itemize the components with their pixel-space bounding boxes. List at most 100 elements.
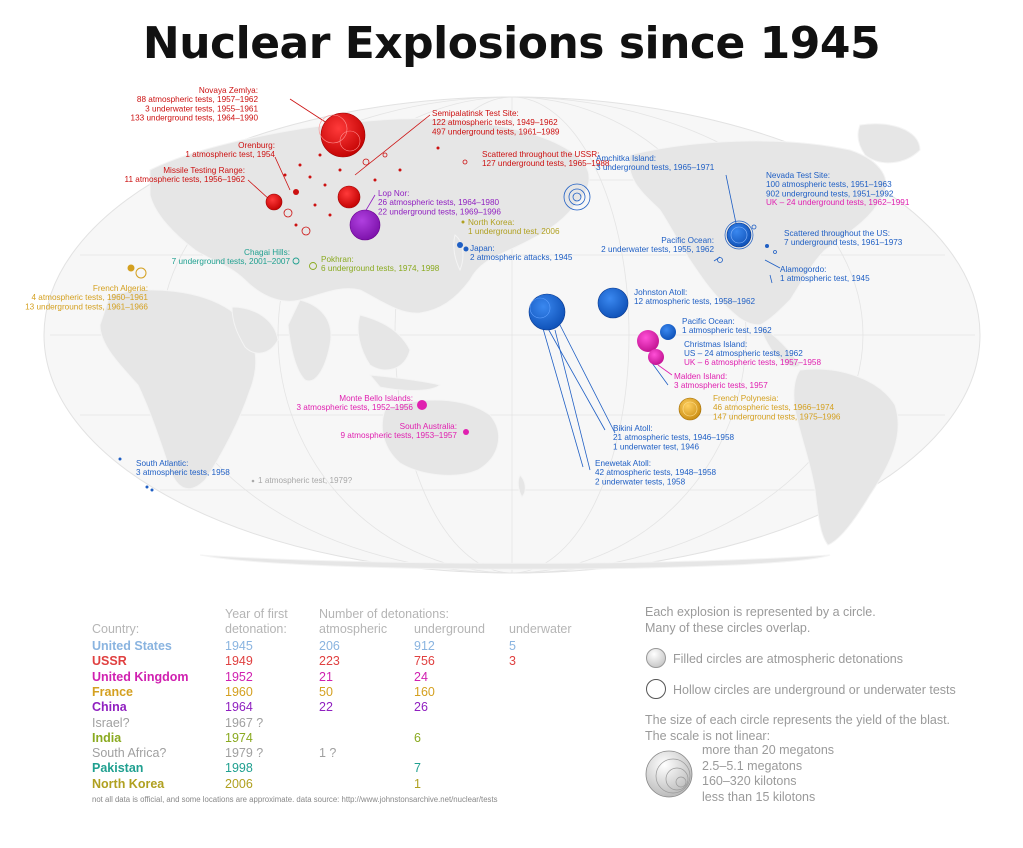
cell-underground: 756 (414, 654, 435, 669)
cell-year: 2006 (225, 776, 253, 791)
map-label-malden: Malden Island: 3 atmospheric tests, 1957 (674, 372, 768, 390)
ussr-markers (265, 112, 468, 236)
scale-circles-icon (645, 750, 693, 798)
scale-1: more than 20 megatons (702, 743, 835, 757)
table-row: United States 1945 206 912 5 (92, 638, 592, 654)
table-row: USSR 1949 223 756 3 (92, 653, 592, 669)
cell-atmospheric: 21 (319, 669, 333, 684)
map-label-nevada: Nevada Test Site: 100 atmospheric tests, … (766, 171, 894, 198)
legend-size-2: The scale is not linear: (645, 729, 771, 743)
cell-atmospheric: 1 ? (319, 746, 337, 761)
cell-year: 1979 ? (225, 746, 264, 761)
map-label-japan: Japan: 2 atmospheric attacks, 1945 (470, 244, 573, 262)
legend: Each explosion is represented by a circl… (645, 605, 1005, 805)
table-row: United Kingdom 1952 21 24 (92, 669, 592, 685)
s-atlantic-marker-3 (150, 488, 154, 492)
cell-underground: 6 (414, 730, 421, 745)
map-label-s-atlantic: South Atlantic: 3 atmospheric tests, 1958 (136, 459, 230, 477)
cell-atmospheric: 50 (319, 684, 333, 699)
japan-marker-2 (463, 246, 469, 252)
cell-underground: 1 (414, 776, 421, 791)
cell-country: India (92, 730, 122, 745)
algeria-marker (135, 267, 147, 279)
cell-atmospheric: 223 (319, 654, 340, 669)
map-label-christmas-uk: UK – 6 atmospheric tests, 1957–1958 (684, 358, 821, 367)
legend-intro-1: Each explosion is represented by a circl… (645, 605, 876, 619)
chagai-marker (292, 257, 300, 265)
polynesia-markers (678, 397, 702, 421)
map-label-unknown: 1 atmospheric test, 1979? (258, 476, 353, 485)
cell-underwater: 5 (509, 639, 516, 653)
scale-4: less than 15 kilotons (702, 790, 816, 804)
footnote: not all data is official, and some locat… (92, 795, 498, 804)
cell-year: 1998 (225, 761, 253, 776)
table-row: India 1974 6 (92, 730, 592, 746)
montebello-marker (417, 400, 427, 410)
header-year-1: Year of first (225, 607, 288, 621)
map-label-pacific1: Pacific Ocean: 2 underwater tests, 1955, … (601, 236, 714, 254)
page-title: Nuclear Explosions since 1945 (142, 18, 881, 69)
header-year-2: detonation: (225, 622, 287, 636)
cell-atmospheric: 206 (319, 639, 340, 653)
cell-country: USSR (92, 654, 127, 669)
leader-lines (247, 98, 781, 471)
map-label-pokhran: Pokhran: 6 underground tests, 1974, 1998 (321, 255, 440, 273)
header-number: Number of detonations: (319, 607, 449, 621)
cell-country: United Kingdom (92, 669, 189, 684)
cell-country: France (92, 684, 133, 699)
cell-country: Israel? (92, 715, 130, 730)
map-label-johnston: Johnston Atoll: 12 atmospheric tests, 195… (634, 288, 756, 306)
cell-underground: 912 (414, 639, 435, 653)
cell-country: North Korea (92, 776, 165, 791)
header-underwater: underwater (509, 622, 572, 636)
s-atlantic-marker-1 (118, 457, 122, 461)
cell-year: 1945 (225, 639, 253, 653)
cell-year: 1949 (225, 654, 253, 669)
map-label-alamogordo: Alamogordo: 1 atmospheric test, 1945 (780, 265, 870, 283)
cell-country: South Africa? (92, 746, 167, 761)
map-label-polynesia: French Polynesia: 46 atmospheric tests, 1… (713, 394, 841, 421)
table-row: North Korea 2006 1 (92, 776, 592, 792)
header-underground: underground (414, 622, 485, 636)
scale-3: 160–320 kilotons (702, 774, 797, 788)
map-label-orenburg: Orenburg: 1 atmospheric test, 1954 (185, 141, 275, 159)
map-label-scattered-us: Scattered throughout the US: 7 undergroun… (784, 229, 903, 247)
header-atmospheric: atmospheric (319, 622, 388, 636)
us-pacific-markers (528, 183, 723, 365)
map-labels: Novaya Zemlya: 88 atmospheric tests, 1957… (25, 86, 910, 486)
table-row: Israel? 1967 ? (92, 715, 592, 731)
cell-year: 1967 ? (225, 715, 264, 730)
hollow-circle-icon (646, 679, 666, 699)
cell-atmospheric: 22 (319, 700, 333, 715)
japan-marker (457, 242, 463, 248)
legend-hollow: Hollow circles are underground or underw… (673, 683, 956, 697)
scale-2: 2.5–5.1 megatons (702, 759, 803, 773)
map-label-pacific2: Pacific Ocean: 1 atmospheric test, 1962 (682, 317, 772, 335)
s-australia-marker (463, 429, 469, 435)
algeria-marker-2 (127, 264, 135, 272)
map-label-novaya: Novaya Zemlya: 88 atmospheric tests, 1957… (131, 86, 259, 123)
world-map: Novaya Zemlya: 88 atmospheric tests, 1957… (25, 86, 981, 574)
legend-size-1: The size of each circle represents the y… (645, 713, 951, 727)
cell-country: United States (92, 639, 172, 653)
map-label-lopnor: Lop Nor: 26 atmospheric tests, 1964–1980 2… (378, 189, 501, 216)
map-label-amchitka: Amchitka Island: 3 underground tests, 196… (596, 154, 715, 172)
map-label-nevada-uk: UK – 24 underground tests, 1962–1991 (766, 198, 910, 207)
map-label-montebello: Monte Bello Islands: 3 atmospheric tests,… (296, 394, 413, 412)
map-label-chagai: Chagai Hills: 7 underground tests, 2001–2… (172, 248, 291, 266)
map-label-christmas: Christmas Island: US – 24 atmospheric tes… (684, 340, 803, 358)
cell-year: 1960 (225, 684, 253, 699)
cell-country: China (92, 700, 127, 715)
table-row: South Africa? 1979 ? 1 ? (92, 745, 592, 761)
north-korea-marker (461, 220, 465, 224)
country-table: Country: Year of first detonation: Numbe… (92, 607, 612, 791)
map-label-scattered-ussr: Scattered throughout the USSR: 127 underg… (482, 150, 610, 168)
map-label-s-australia: South Australia: 9 atmospheric tests, 195… (340, 422, 457, 440)
table-row: Pakistan 1998 7 (92, 760, 592, 776)
cell-underground: 26 (414, 700, 428, 715)
cell-underwater: 3 (509, 654, 516, 669)
filled-circle-icon (646, 648, 666, 668)
map-label-semipalatinsk: Semipalatinsk Test Site: 122 atmospheric … (432, 109, 560, 136)
legend-filled: Filled circles are atmospheric detonatio… (673, 652, 903, 666)
cell-underground: 160 (414, 684, 435, 699)
